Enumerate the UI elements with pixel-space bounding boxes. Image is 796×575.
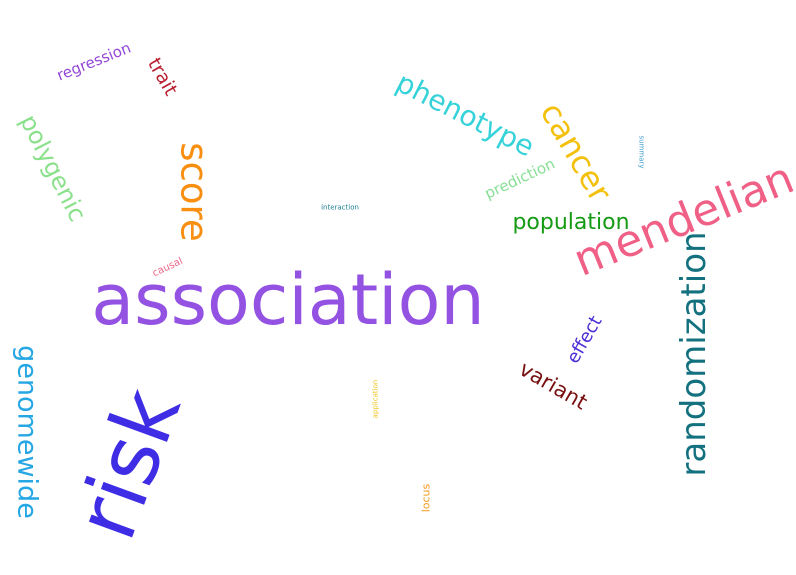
word-summary: summary xyxy=(637,135,646,169)
word-regression: regression xyxy=(54,38,134,85)
word-score: score xyxy=(172,142,216,242)
word-prediction: prediction xyxy=(481,154,558,203)
word-association: association xyxy=(91,259,485,341)
word-application: application xyxy=(371,379,380,419)
word-effect: effect xyxy=(562,312,607,368)
word-population: population xyxy=(512,210,630,235)
word-risk: risk xyxy=(56,376,200,552)
word-locus: locus xyxy=(419,483,433,513)
word-randomization: randomization xyxy=(674,231,714,477)
word-polygenic: polygenic xyxy=(14,110,92,226)
word-trait: trait xyxy=(142,54,182,100)
word-phenotype: phenotype xyxy=(390,65,540,164)
word-genomewide: genomewide xyxy=(11,345,43,519)
word-interaction: interaction xyxy=(321,203,359,212)
word-cancer: cancer xyxy=(532,95,620,209)
